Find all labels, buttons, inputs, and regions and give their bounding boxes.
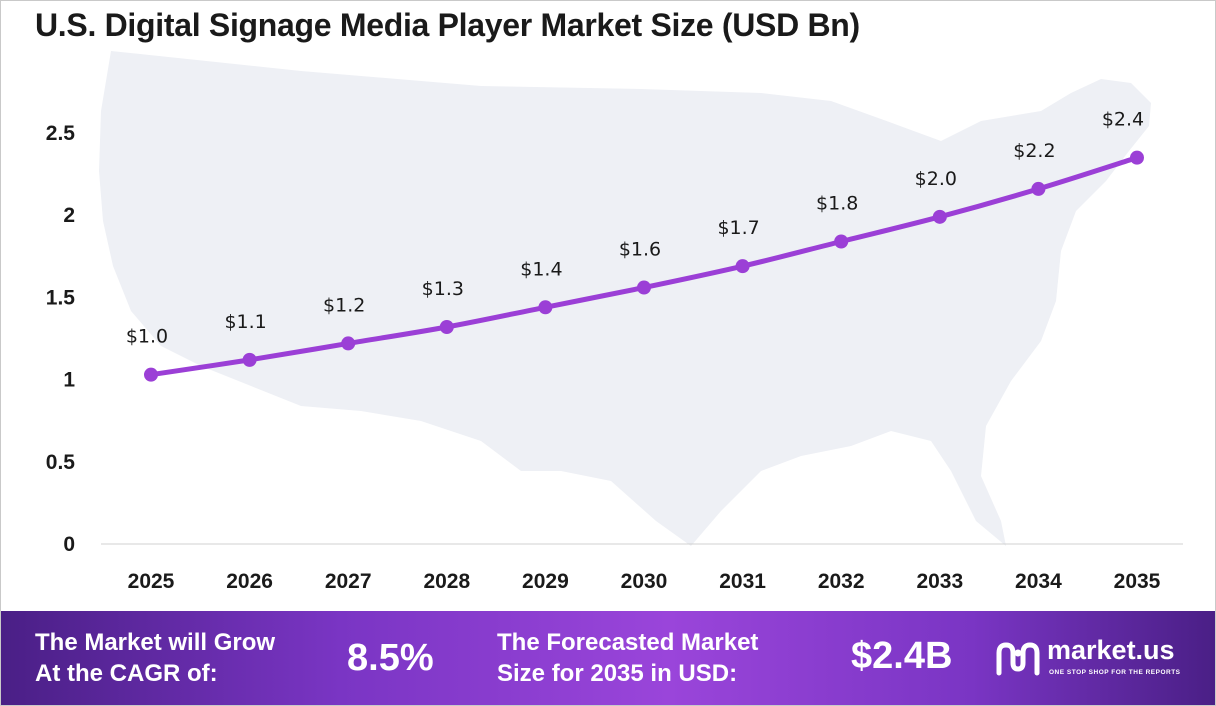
x-tick-label: 2028 [423,570,470,593]
data-point [538,300,553,315]
y-axis-ticks: 0 0.5 1 1.5 2 2.5 [46,122,76,556]
logo-tagline: ONE STOP SHOP FOR THE REPORTS [1049,669,1181,676]
data-point [341,336,356,351]
y-tick-label: 1.5 [46,286,76,309]
y-tick-label: 1 [63,369,75,392]
data-label: $1.8 [816,193,858,215]
x-tick-label: 2034 [1015,570,1062,593]
data-label: $1.4 [520,258,562,280]
x-axis-ticks: 2025 2026 2027 2028 2029 2030 2031 2032 2033 2034… [128,570,1161,593]
data-label: $2.2 [1013,140,1055,162]
data-point [144,367,158,382]
line-chart: 0 0.5 1 1.5 2 2.5 2025 2026 2027 2028 2029 2030 203… [46,51,1183,593]
x-tick-label: 2029 [522,570,569,593]
x-tick-label: 2026 [226,570,273,593]
data-point [735,259,750,274]
x-tick-label: 2025 [128,570,175,593]
data-label: $2.4 [1102,109,1144,131]
data-labels: $1.0 $1.1 $1.2 $1.3 $1.4 $1.6 $1.7 $1.8 $2.0 $2.2… [126,109,1144,348]
data-label: $1.2 [323,294,365,316]
data-point [1130,150,1144,165]
cagr-value: 8.5% [347,637,434,679]
us-map-background [99,51,1151,546]
data-label: $1.6 [619,239,661,261]
data-label: $1.1 [224,311,266,333]
series-points [144,150,1144,382]
x-tick-label: 2027 [325,570,372,593]
data-point [1031,181,1046,196]
x-tick-label: 2033 [916,570,963,593]
data-label: $1.7 [717,217,759,239]
x-tick-label: 2030 [621,570,668,593]
data-point [932,209,947,224]
market-us-logo[interactable]: market.us ONE STOP SHOP FOR THE REPORTS [995,635,1205,685]
cagr-label: The Market will Grow At the CAGR of: [35,629,276,687]
x-tick-label: 2035 [1114,570,1161,593]
data-label: $2.0 [915,168,957,190]
data-point [834,234,849,249]
market-us-logo-icon [996,642,1040,676]
y-tick-label: 2 [63,204,75,227]
y-tick-label: 2.5 [46,122,76,145]
data-label: $1.0 [126,326,168,348]
data-point [242,352,257,367]
y-tick-label: 0 [63,533,75,556]
logo-text: market.us [1047,635,1175,665]
x-tick-label: 2032 [818,570,865,593]
y-tick-label: 0.5 [46,451,76,474]
data-label: $1.3 [422,278,464,300]
forecast-label: The Forecasted Market Size for 2035 in U… [497,629,759,687]
data-point [637,280,651,295]
data-point [439,319,454,334]
x-tick-label: 2031 [719,570,766,593]
forecast-value: $2.4B [851,635,953,677]
chart-title: U.S. Digital Signage Media Player Market… [35,7,860,43]
footer-banner: The Market will Grow At the CAGR of: 8.5… [1,611,1215,705]
